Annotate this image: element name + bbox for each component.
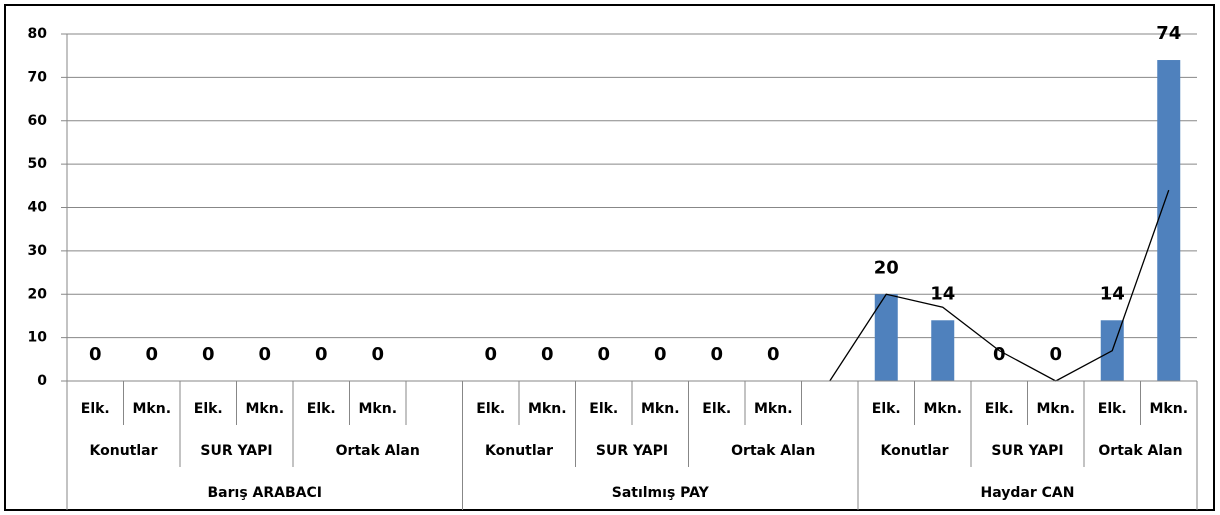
group-label: Konutlar <box>485 443 553 459</box>
data-label: 0 <box>710 344 723 365</box>
x-tick-label: Elk. <box>589 401 618 417</box>
x-tick-label: Mkn. <box>528 401 567 417</box>
data-label: 0 <box>315 344 328 365</box>
group-label: Ortak Alan <box>1098 443 1182 459</box>
y-tick-label: 30 <box>28 243 48 259</box>
x-tick-label: Elk. <box>307 401 336 417</box>
group-label: Barış ARABACI <box>208 485 322 501</box>
data-label: 0 <box>767 344 780 365</box>
group-label: Haydar CAN <box>981 485 1075 501</box>
data-label: 0 <box>145 344 158 365</box>
x-tick-label: Elk. <box>872 401 901 417</box>
group-label: SUR YAPI <box>200 443 272 459</box>
data-label: 0 <box>371 344 384 365</box>
x-tick-label: Mkn. <box>923 401 962 417</box>
x-tick-label: Elk. <box>702 401 731 417</box>
bar <box>931 320 955 381</box>
data-label: 14 <box>1100 283 1125 304</box>
x-tick-label: Mkn. <box>358 401 397 417</box>
x-tick-label: Mkn. <box>1036 401 1075 417</box>
group-label: Ortak Alan <box>731 443 815 459</box>
data-label: 0 <box>1049 344 1062 365</box>
chart-frame <box>4 4 1215 511</box>
data-label: 0 <box>597 344 610 365</box>
y-tick-label: 80 <box>28 26 48 42</box>
data-label: 0 <box>484 344 497 365</box>
data-label: 20 <box>874 257 899 278</box>
group-label: SUR YAPI <box>596 443 668 459</box>
x-tick-label: Mkn. <box>245 401 284 417</box>
x-tick-label: Elk. <box>81 401 110 417</box>
x-tick-label: Elk. <box>476 401 505 417</box>
y-tick-label: 70 <box>28 69 48 85</box>
bar <box>1157 60 1181 382</box>
group-label: Ortak Alan <box>336 443 420 459</box>
y-tick-label: 0 <box>37 373 47 389</box>
data-label: 14 <box>930 283 955 304</box>
y-tick-label: 50 <box>28 156 48 172</box>
group-label: SUR YAPI <box>991 443 1063 459</box>
data-label: 0 <box>202 344 215 365</box>
x-tick-label: Elk. <box>194 401 223 417</box>
x-tick-label: Elk. <box>985 401 1014 417</box>
data-label: 0 <box>654 344 667 365</box>
x-tick-label: Mkn. <box>132 401 171 417</box>
data-label: 74 <box>1156 23 1181 44</box>
y-tick-label: 20 <box>28 286 48 302</box>
data-label: 0 <box>541 344 554 365</box>
y-tick-label: 10 <box>28 330 48 346</box>
x-tick-label: Elk. <box>1098 401 1127 417</box>
data-label: 0 <box>89 344 102 365</box>
bar <box>874 294 898 381</box>
y-tick-label: 40 <box>28 200 48 216</box>
trend-line <box>829 189 1170 382</box>
x-tick-label: Mkn. <box>641 401 680 417</box>
group-label: Konutlar <box>881 443 949 459</box>
x-tick-label: Mkn. <box>1149 401 1188 417</box>
data-label: 0 <box>258 344 271 365</box>
x-tick-label: Mkn. <box>754 401 793 417</box>
data-label: 0 <box>993 344 1006 365</box>
group-label: Satılmış PAY <box>612 485 710 501</box>
group-label: Konutlar <box>90 443 158 459</box>
y-tick-label: 60 <box>28 113 48 129</box>
